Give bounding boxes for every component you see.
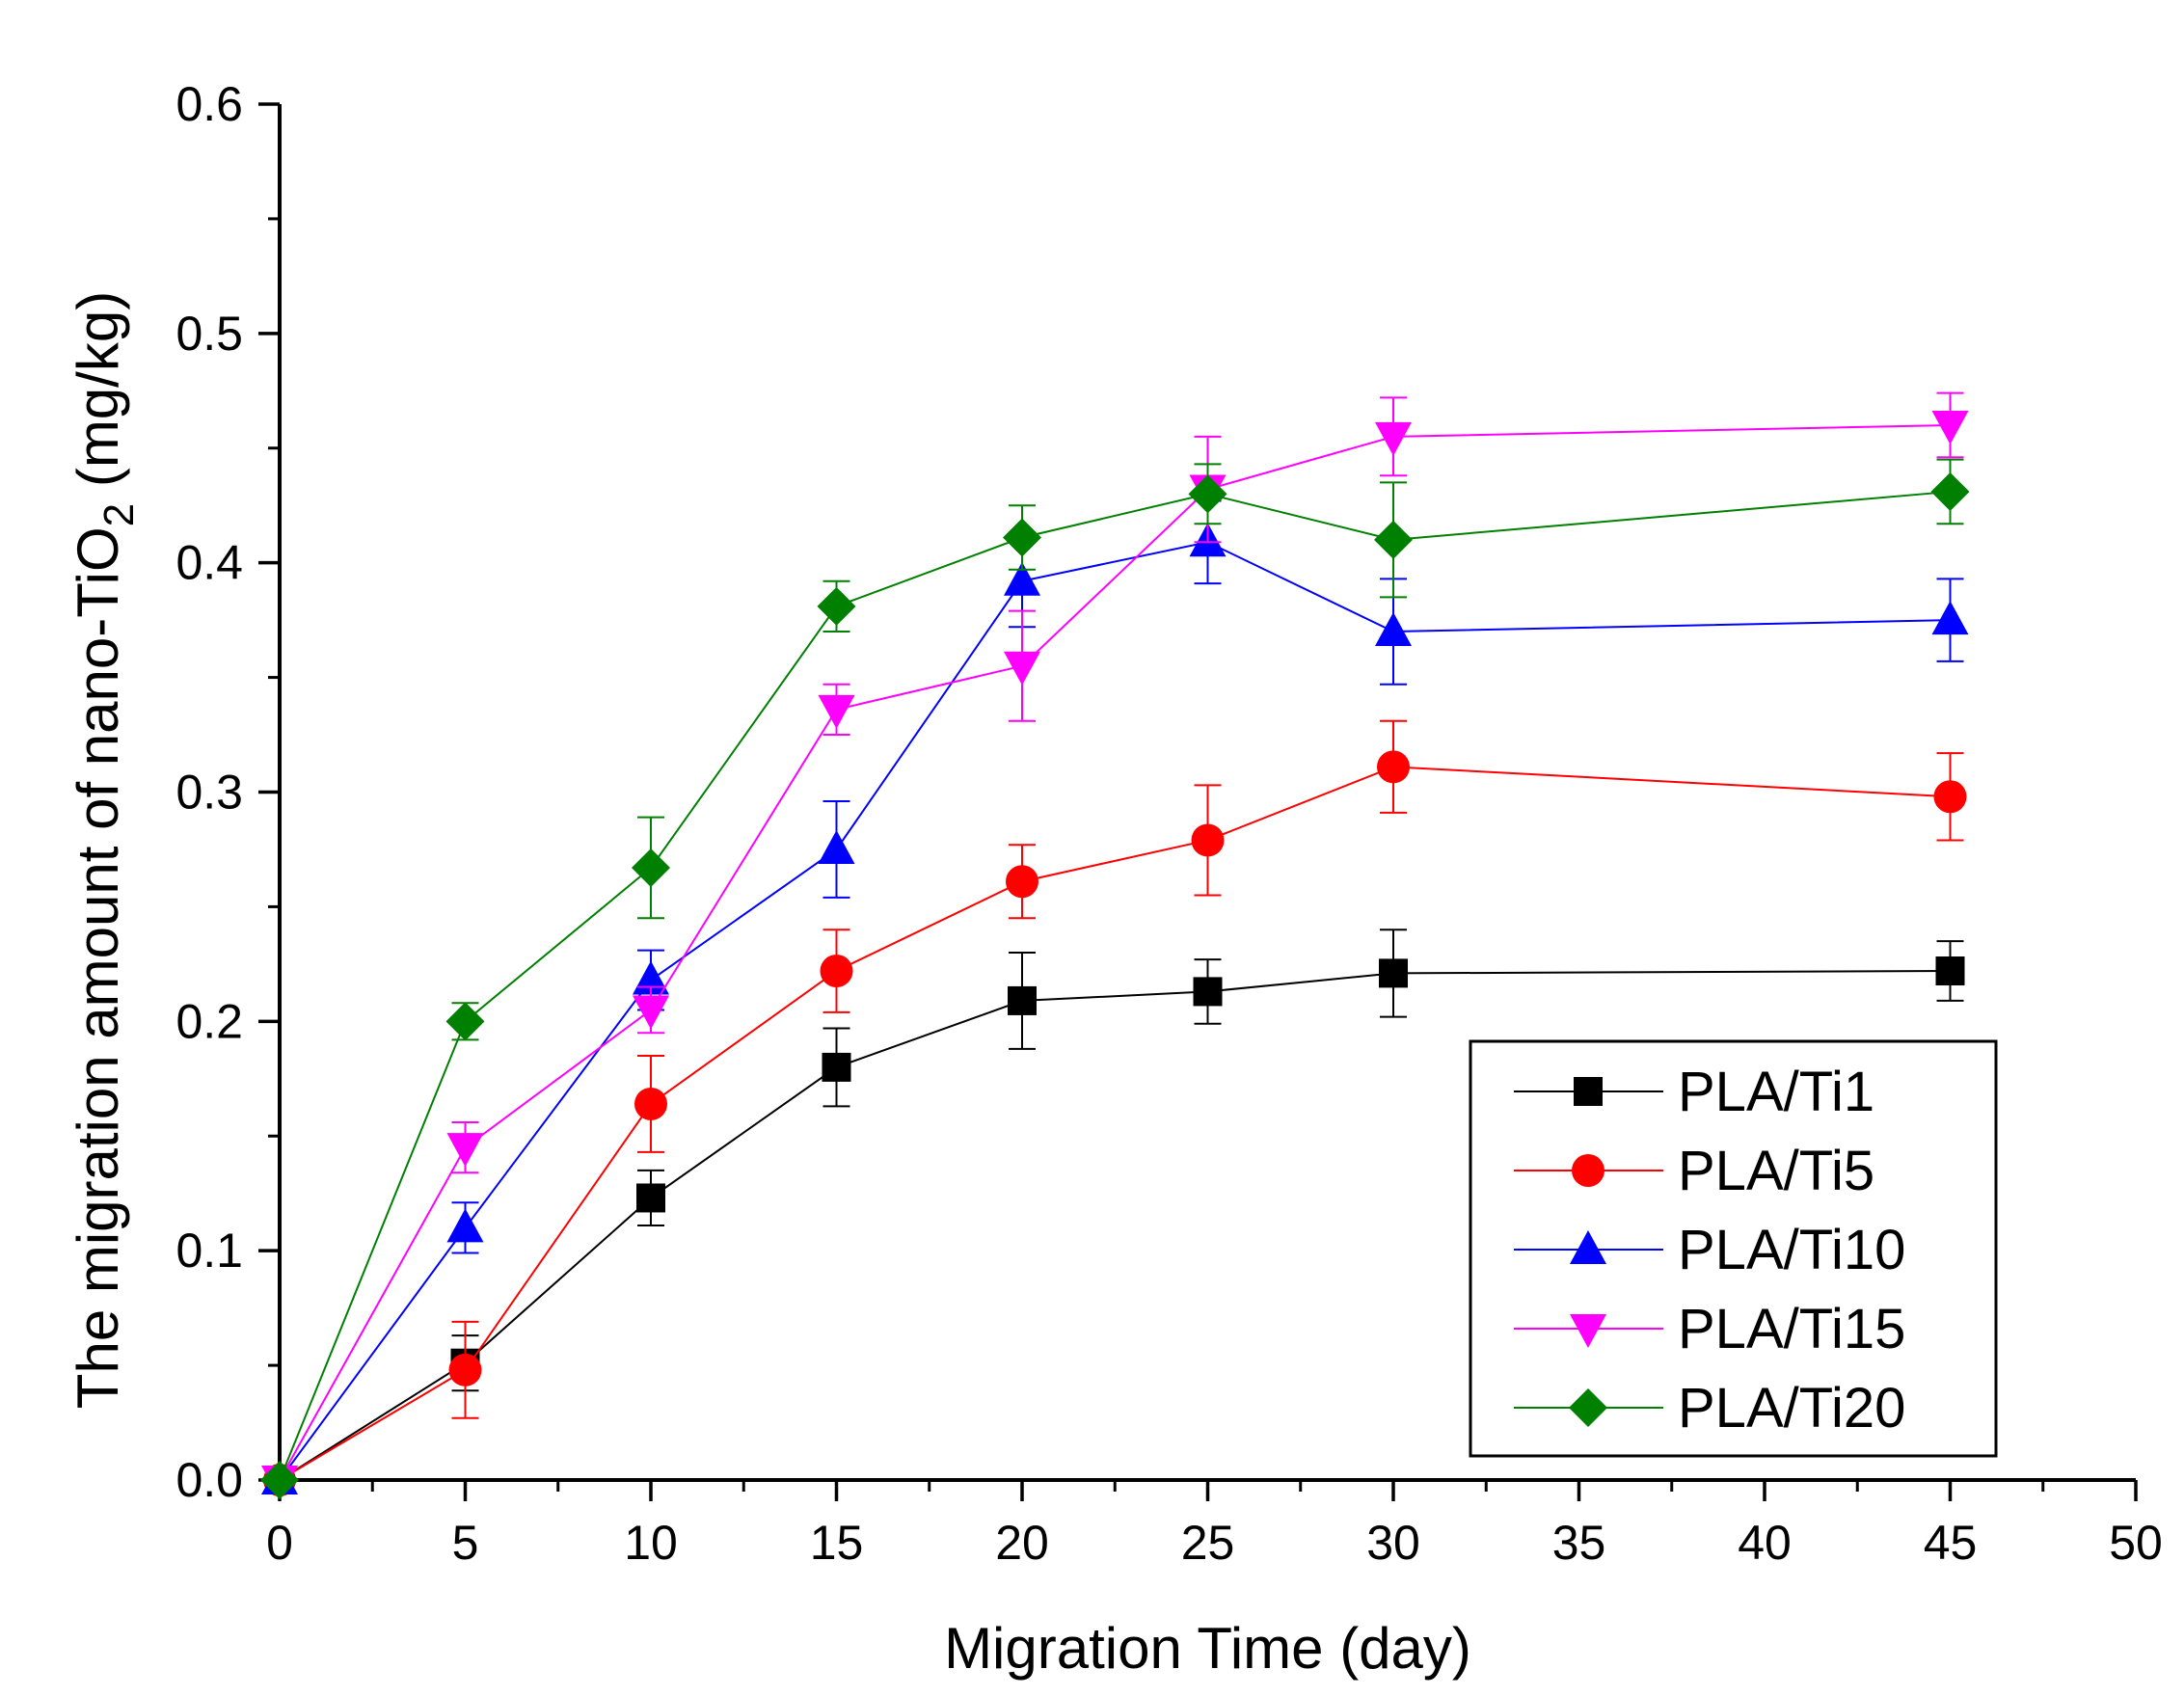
data-point — [445, 1002, 485, 1041]
data-point — [446, 1208, 484, 1243]
data-point — [1374, 520, 1413, 559]
data-point — [818, 829, 855, 864]
data-point — [1931, 601, 1969, 635]
data-point — [822, 1052, 851, 1082]
legend-label: PLA/Ti20 — [1678, 1377, 1905, 1440]
x-tick-label: 10 — [624, 1516, 678, 1570]
data-point — [632, 848, 670, 887]
y-tick-label: 0.6 — [175, 77, 243, 131]
y-tick-label: 0.3 — [175, 766, 243, 820]
legend-marker — [1572, 1154, 1604, 1187]
data-point — [1004, 561, 1040, 596]
x-tick-label: 0 — [266, 1516, 293, 1570]
data-point — [1004, 651, 1040, 686]
series-line — [279, 766, 1951, 1481]
data-point — [446, 1133, 484, 1168]
y-tick-label: 0.0 — [175, 1453, 243, 1507]
data-point — [1377, 750, 1410, 784]
data-point — [1193, 977, 1223, 1007]
chart-axes: 0 5 10 15 20 25 30 35 40 45 50 0.0 0.1 0.2 0.3 0.4 0.5 0.… — [175, 77, 2162, 1570]
x-tick-label: 45 — [1924, 1516, 1978, 1570]
data-point — [1379, 958, 1408, 988]
data-point — [1375, 612, 1412, 647]
legend-item: PLA/Ti15 — [1514, 1298, 1905, 1360]
data-point — [1188, 474, 1227, 514]
y-tick-label: 0.2 — [175, 994, 243, 1048]
data-point — [1933, 780, 1967, 814]
y-axis-title: The migration amount of nano-TiO2 (mg/kg… — [66, 291, 143, 1409]
legend-label: PLA/Ti15 — [1678, 1298, 1905, 1360]
data-point — [1375, 421, 1412, 456]
data-point — [820, 955, 853, 988]
legend-item: PLA/Ti10 — [1514, 1219, 1905, 1281]
y-tick-label: 0.1 — [175, 1224, 243, 1278]
data-point — [1931, 410, 1969, 444]
x-tick-label: 50 — [2109, 1516, 2163, 1570]
legend-item: PLA/Ti1 — [1514, 1061, 1874, 1123]
data-point — [260, 1461, 299, 1499]
series-pla-ti20 — [260, 458, 1970, 1499]
series-line — [279, 423, 1951, 1481]
data-point — [1191, 823, 1225, 857]
data-point — [633, 995, 669, 1030]
y-tick-label: 0.5 — [175, 307, 243, 361]
data-point — [817, 586, 856, 626]
legend-marker — [1570, 1314, 1606, 1348]
legend-item: PLA/Ti20 — [1514, 1377, 1905, 1440]
y-axis-title-subscript: 2 — [95, 503, 143, 526]
x-tick-label: 35 — [1552, 1516, 1606, 1570]
x-tick-label: 40 — [1738, 1516, 1792, 1570]
legend-label: PLA/Ti10 — [1678, 1219, 1905, 1281]
x-axis-title: Migration Time (day) — [944, 1616, 1471, 1681]
data-point — [1930, 471, 1970, 511]
y-axis-title-suffix: (mg/kg) — [66, 291, 130, 503]
data-point — [1935, 956, 1965, 986]
chart-legend: PLA/Ti1 PLA/Ti5 PLA/Ti10 PLA/Ti15 PLA/Ti20 — [1469, 1039, 1998, 1458]
legend-label: PLA/Ti5 — [1678, 1140, 1874, 1202]
legend-marker — [1574, 1077, 1603, 1106]
x-tick-label: 25 — [1181, 1516, 1235, 1570]
y-axis-title-prefix: The migration amount of nano-TiO — [66, 526, 130, 1409]
data-point — [818, 694, 855, 729]
series-line — [279, 541, 1951, 1481]
series-pla-ti5 — [263, 719, 1967, 1496]
data-point — [636, 1183, 665, 1213]
legend-label: PLA/Ti1 — [1678, 1061, 1874, 1123]
data-point — [634, 1087, 667, 1120]
x-tick-label: 30 — [1366, 1516, 1420, 1570]
chart-series — [260, 391, 1970, 1499]
x-tick-label: 15 — [810, 1516, 864, 1570]
data-point — [1006, 865, 1038, 899]
legend-marker — [1569, 1388, 1607, 1427]
legend-item: PLA/Ti5 — [1514, 1140, 1874, 1202]
x-tick-label: 5 — [452, 1516, 479, 1570]
data-point — [1003, 518, 1041, 557]
legend-marker — [1570, 1230, 1606, 1264]
data-point — [448, 1353, 482, 1386]
x-tick-label: 20 — [995, 1516, 1049, 1570]
data-point — [1008, 985, 1037, 1015]
y-tick-label: 0.4 — [175, 536, 243, 590]
series-line — [279, 970, 1951, 1481]
series-line — [279, 490, 1951, 1481]
series-pla-ti1 — [265, 929, 1965, 1494]
